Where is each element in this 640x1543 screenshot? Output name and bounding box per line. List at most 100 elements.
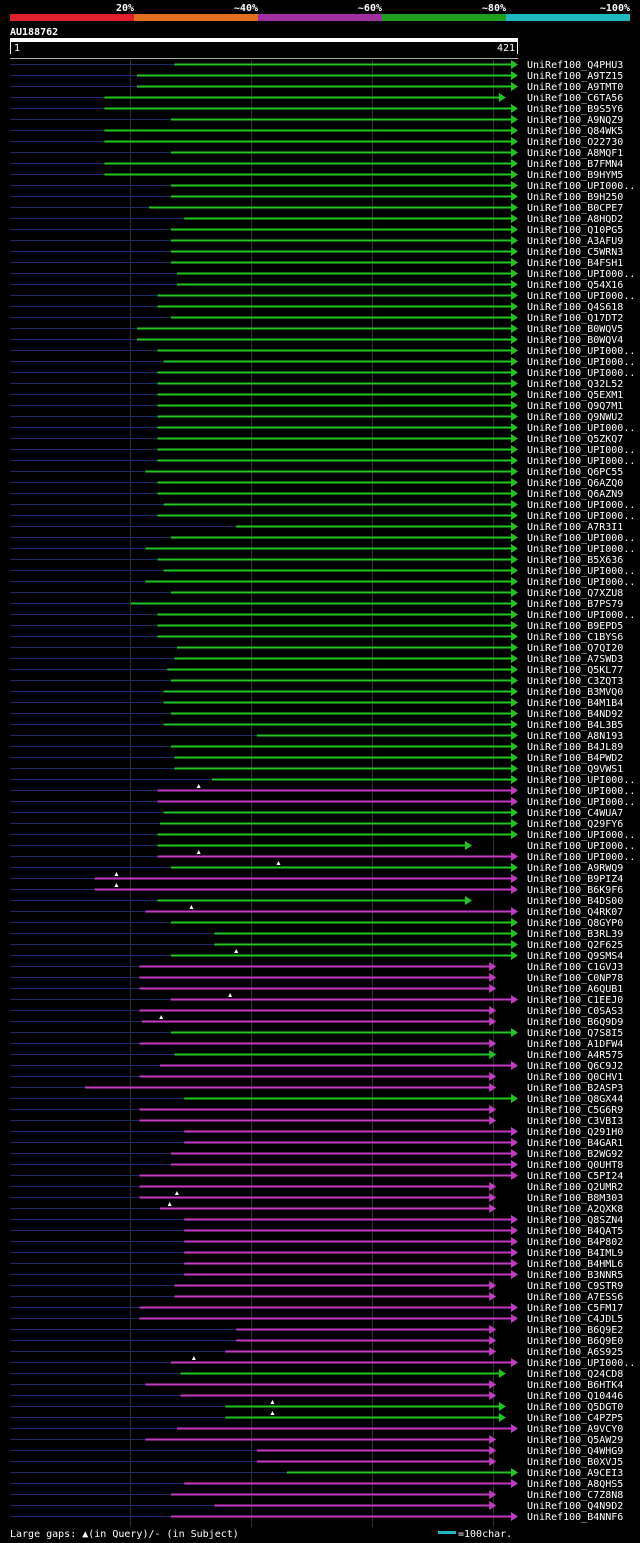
hit-label[interactable]: UniRef100_B4PWD2 [527, 753, 623, 764]
hit-label[interactable]: UniRef100_UPI000.. [527, 511, 635, 522]
hit-row[interactable]: UniRef100_Q7QI20 [10, 643, 623, 654]
hit-label[interactable]: UniRef100_B4HML6 [527, 1259, 623, 1270]
hit-row[interactable]: UniRef100_B4QAT5 [10, 1226, 623, 1237]
hit-row[interactable]: UniRef100_B4HML6 [10, 1259, 623, 1270]
hit-label[interactable]: UniRef100_UPI000.. [527, 445, 635, 456]
hit-label[interactable]: UniRef100_Q4RK07 [527, 907, 623, 918]
hit-row[interactable]: UniRef100_C4PZP5 [10, 1411, 623, 1424]
hit-label[interactable]: UniRef100_Q291H0 [527, 1127, 623, 1138]
hit-row[interactable]: UniRef100_A9CEI3 [10, 1468, 623, 1479]
hit-row[interactable]: UniRef100_UPI000.. [10, 500, 635, 511]
hit-label[interactable]: UniRef100_Q7S8I5 [527, 1028, 623, 1039]
hit-label[interactable]: UniRef100_Q9VWS1 [527, 764, 623, 775]
hit-row[interactable]: UniRef100_UPI000.. [10, 830, 635, 841]
hit-label[interactable]: UniRef100_C6TA56 [527, 93, 623, 104]
hit-label[interactable]: UniRef100_Q7QI20 [527, 643, 623, 654]
hit-label[interactable]: UniRef100_B2ASP3 [527, 1083, 623, 1094]
hit-label[interactable]: UniRef100_Q8GYP0 [527, 918, 623, 929]
hit-row[interactable]: UniRef100_Q24CD8 [10, 1369, 623, 1380]
hit-label[interactable]: UniRef100_A1DFW4 [527, 1039, 623, 1050]
hit-row[interactable]: UniRef100_B4ND92 [10, 709, 623, 720]
hit-label[interactable]: UniRef100_UPI000.. [527, 852, 635, 863]
hit-row[interactable]: UniRef100_Q32L52 [10, 379, 623, 390]
hit-row[interactable]: UniRef100_B4GAR1 [10, 1138, 623, 1149]
hit-row[interactable]: UniRef100_UPI000.. [10, 797, 635, 808]
hit-row[interactable]: UniRef100_Q6PC55 [10, 467, 623, 478]
hit-row[interactable]: UniRef100_B9EPD5 [10, 621, 623, 632]
hit-label[interactable]: UniRef100_UPI000.. [527, 181, 635, 192]
hit-row[interactable]: UniRef100_Q4PHU3 [10, 60, 623, 71]
hit-label[interactable]: UniRef100_UPI000.. [527, 357, 635, 368]
hit-row[interactable]: UniRef100_B3RL39 [10, 929, 623, 940]
hit-row[interactable]: UniRef100_Q4WHG9 [10, 1446, 623, 1457]
hit-label[interactable]: UniRef100_Q84WK5 [527, 126, 623, 137]
hit-label[interactable]: UniRef100_B7PS79 [527, 599, 623, 610]
hit-label[interactable]: UniRef100_Q5AW29 [527, 1435, 623, 1446]
hit-label[interactable]: UniRef100_Q5ZKQ7 [527, 434, 623, 445]
hit-row[interactable]: UniRef100_B3MVQ0 [10, 687, 623, 698]
hit-label[interactable]: UniRef100_UPI000.. [527, 841, 635, 852]
hit-label[interactable]: UniRef100_B0CPE7 [527, 203, 623, 214]
hit-row[interactable]: UniRef100_Q54X16 [10, 280, 623, 291]
hit-label[interactable]: UniRef100_Q4S618 [527, 302, 623, 313]
hit-label[interactable]: UniRef100_B4QAT5 [527, 1226, 623, 1237]
hit-label[interactable]: UniRef100_B4L3B5 [527, 720, 623, 731]
hit-label[interactable]: UniRef100_B4DS00 [527, 896, 623, 907]
hit-row[interactable]: UniRef100_B4NNF6 [10, 1512, 623, 1523]
hit-label[interactable]: UniRef100_Q0UHT8 [527, 1160, 623, 1171]
hit-label[interactable]: UniRef100_C3ZQT3 [527, 676, 623, 687]
hit-label[interactable]: UniRef100_B3RL39 [527, 929, 623, 940]
hit-label[interactable]: UniRef100_B6Q9D9 [527, 1017, 623, 1028]
hit-row[interactable]: UniRef100_Q5AW29 [10, 1435, 623, 1446]
hit-label[interactable]: UniRef100_A9NQZ9 [527, 115, 623, 126]
hit-label[interactable]: UniRef100_Q4WHG9 [527, 1446, 623, 1457]
hit-label[interactable]: UniRef100_B6Q9E0 [527, 1336, 623, 1347]
hit-row[interactable]: UniRef100_UPI000.. [10, 357, 635, 368]
hit-row[interactable]: UniRef100_A8N193 [10, 731, 623, 742]
hit-row[interactable]: UniRef100_Q5DGT0 [10, 1400, 623, 1413]
hit-row[interactable]: UniRef100_B9PIZ4 [10, 872, 623, 885]
hit-label[interactable]: UniRef100_B6K9F6 [527, 885, 623, 896]
hit-row[interactable]: UniRef100_Q6AZQ0 [10, 478, 623, 489]
hit-row[interactable]: UniRef100_Q8GX44 [10, 1094, 623, 1105]
hit-label[interactable]: UniRef100_Q6AZN9 [527, 489, 623, 500]
hit-label[interactable]: UniRef100_Q29FY6 [527, 819, 623, 830]
hit-row[interactable]: UniRef100_Q291H0 [10, 1127, 623, 1138]
hit-row[interactable]: UniRef100_C0SAS3 [10, 1006, 623, 1017]
hit-label[interactable]: UniRef100_A9VCY0 [527, 1424, 623, 1435]
hit-label[interactable]: UniRef100_B4M1B4 [527, 698, 623, 709]
hit-row[interactable]: UniRef100_C5PI24 [10, 1171, 623, 1182]
hit-label[interactable]: UniRef100_C3VBI3 [527, 1116, 623, 1127]
hit-row[interactable]: UniRef100_Q9SMS4 [10, 949, 623, 962]
hit-row[interactable]: UniRef100_Q5EXM1 [10, 390, 623, 401]
hit-row[interactable]: UniRef100_UPI000.. [10, 841, 635, 852]
hit-label[interactable]: UniRef100_UPI000.. [527, 423, 635, 434]
hit-label[interactable]: UniRef100_UPI000.. [527, 291, 635, 302]
hit-label[interactable]: UniRef100_B4FSH1 [527, 258, 623, 269]
hit-row[interactable]: UniRef100_A9RWQ9 [10, 861, 623, 874]
hit-label[interactable]: UniRef100_B6HTK4 [527, 1380, 623, 1391]
hit-label[interactable]: UniRef100_A2QXK8 [527, 1204, 623, 1215]
hit-label[interactable]: UniRef100_B9EPD5 [527, 621, 623, 632]
hit-label[interactable]: UniRef100_B9S5Y6 [527, 104, 623, 115]
hit-row[interactable]: UniRef100_Q6AZN9 [10, 489, 623, 500]
hit-row[interactable]: UniRef100_Q9VWS1 [10, 764, 623, 775]
hit-label[interactable]: UniRef100_B9PIZ4 [527, 874, 623, 885]
hit-row[interactable]: UniRef100_A7ESS6 [10, 1292, 623, 1303]
hit-row[interactable]: UniRef100_Q5ZKQ7 [10, 434, 623, 445]
hit-row[interactable]: UniRef100_C6TA56 [10, 93, 623, 104]
hit-row[interactable]: UniRef100_UPI000.. [10, 775, 635, 786]
hit-label[interactable]: UniRef100_C4WUA7 [527, 808, 623, 819]
hit-row[interactable]: UniRef100_C5FM17 [10, 1303, 623, 1314]
hit-row[interactable]: UniRef100_Q2F625 [10, 940, 623, 951]
hit-label[interactable]: UniRef100_B3MVQ0 [527, 687, 623, 698]
hit-row[interactable]: UniRef100_A9TMT0 [10, 82, 623, 93]
hit-label[interactable]: UniRef100_Q8SZN4 [527, 1215, 623, 1226]
hit-label[interactable]: UniRef100_C5WRN3 [527, 247, 623, 258]
hit-row[interactable]: UniRef100_B4DS00 [10, 896, 623, 907]
hit-row[interactable]: UniRef100_B0WQV4 [10, 335, 623, 346]
hit-row[interactable]: UniRef100_UPI000.. [10, 511, 635, 522]
hit-row[interactable]: UniRef100_C5G6R9 [10, 1105, 623, 1116]
hit-row[interactable]: UniRef100_C1BYS6 [10, 632, 623, 643]
hit-row[interactable]: UniRef100_UPI000.. [10, 850, 635, 863]
